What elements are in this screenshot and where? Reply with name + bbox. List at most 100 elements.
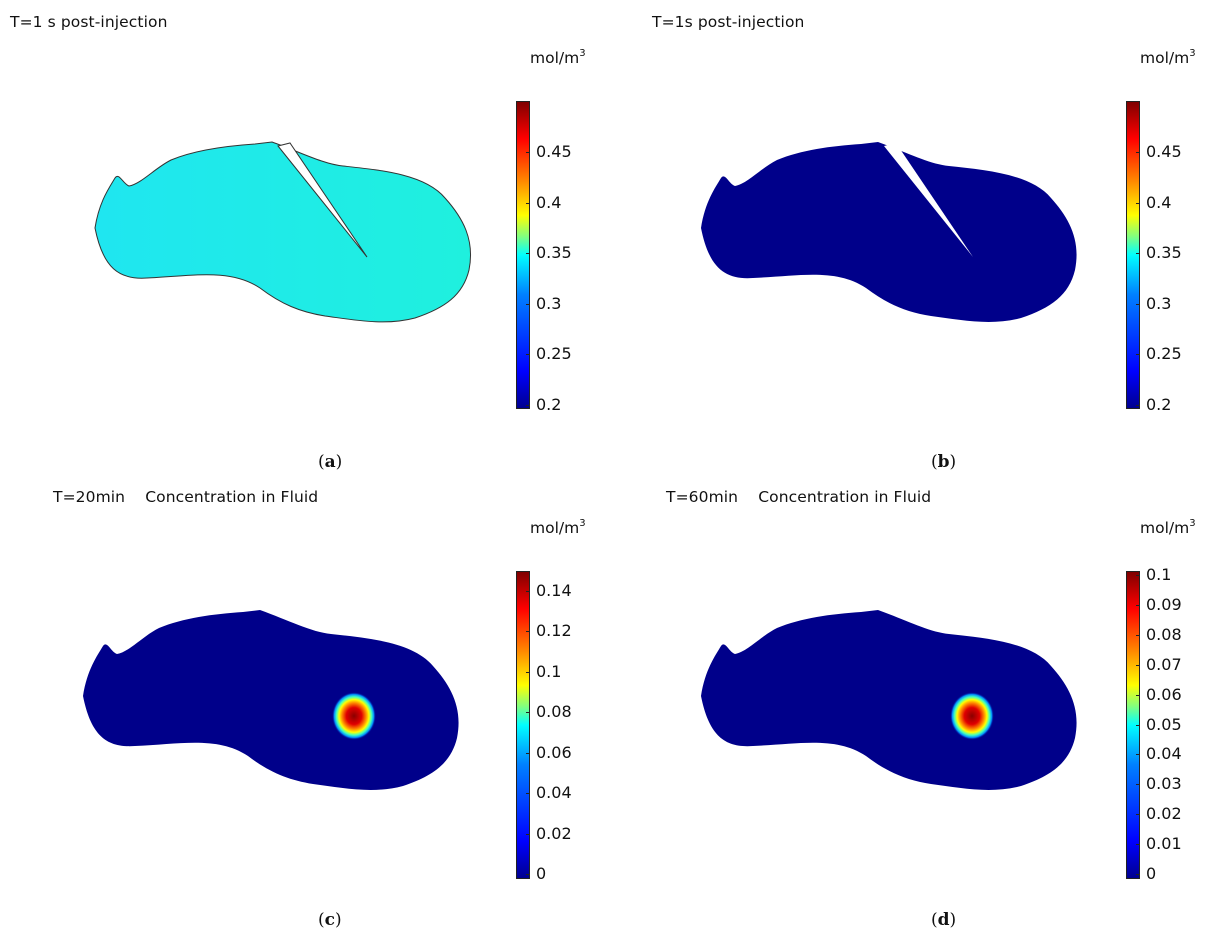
colorbar-tick-label: 0.02 bbox=[536, 824, 572, 843]
caption-paren-close: ) bbox=[949, 910, 957, 930]
colorbar-tick-mark bbox=[1136, 152, 1140, 153]
caption-letter: a bbox=[324, 452, 336, 472]
colorbar bbox=[516, 101, 530, 409]
unit-exponent: 3 bbox=[1189, 48, 1196, 59]
colorbar-tick-label: 0.4 bbox=[1146, 193, 1172, 212]
colorbar-tick-label: 0.07 bbox=[1146, 655, 1182, 674]
colorbar-unit: mol/m3 bbox=[1140, 518, 1196, 537]
concentration-map bbox=[701, 142, 1077, 322]
caption-paren-open: ( bbox=[931, 910, 938, 930]
colorbar-tick-label: 0.1 bbox=[1146, 565, 1172, 584]
colorbar-tick-mark bbox=[1136, 575, 1140, 576]
colorbar-tick-label: 0.2 bbox=[1146, 395, 1172, 414]
unit-exponent: 3 bbox=[1189, 518, 1196, 529]
unit-base: mol/m bbox=[1140, 519, 1190, 537]
colorbar-tick-mark bbox=[1136, 354, 1140, 355]
colorbar-tick-mark bbox=[526, 591, 530, 592]
colorbar-tick-mark bbox=[1136, 304, 1140, 305]
panel-d: T=60min Concentration in Fluid mol/m3 0.1 0… bbox=[606, 466, 1212, 932]
unit-base: mol/m bbox=[1140, 49, 1190, 67]
colorbar-tick-label: 0.45 bbox=[1146, 142, 1182, 161]
caption-paren-open: ( bbox=[318, 910, 325, 930]
unit-exponent: 3 bbox=[579, 48, 586, 59]
caption-paren-open: ( bbox=[931, 452, 938, 472]
injection-needle-track bbox=[884, 143, 973, 257]
colorbar bbox=[516, 571, 530, 879]
colorbar-tick-label: 0.03 bbox=[1146, 774, 1182, 793]
unit-exponent: 3 bbox=[579, 518, 586, 529]
colorbar-tick-mark bbox=[1136, 754, 1140, 755]
colorbar-tick-label: 0.06 bbox=[1146, 685, 1182, 704]
panel-b: T=1s post-injection mol/m3 0.45 0.4 0.35 0.3 0… bbox=[606, 0, 1212, 472]
panel-c: T=20min Concentration in Fluid mol/m3 0.14… bbox=[0, 466, 606, 932]
tumor-domain-shape bbox=[94, 141, 472, 323]
tumor-domain-shape bbox=[83, 610, 459, 790]
colorbar-tick-label: 0.3 bbox=[536, 294, 562, 313]
caption-letter: b bbox=[937, 452, 950, 472]
colorbar-tick-mark bbox=[526, 712, 530, 713]
concentration-map bbox=[83, 610, 459, 790]
colorbar-tick-mark bbox=[526, 874, 530, 875]
panel-title: T=20min Concentration in Fluid bbox=[53, 488, 319, 506]
colorbar-tick-label: 0.25 bbox=[1146, 344, 1182, 363]
colorbar-tick-mark bbox=[526, 631, 530, 632]
colorbar-tick-mark bbox=[1136, 844, 1140, 845]
colorbar-tick-mark bbox=[526, 753, 530, 754]
colorbar-tick-mark bbox=[1136, 635, 1140, 636]
colorbar-tick-label: 0.09 bbox=[1146, 595, 1182, 614]
panel-a: T=1 s post-injection mol/m3 0.45 0.4 0.35 0.3… bbox=[0, 0, 606, 472]
panel-caption: (a) bbox=[318, 452, 342, 472]
colorbar-tick-mark bbox=[1136, 405, 1140, 406]
caption-paren-close: ) bbox=[335, 452, 343, 472]
colorbar-tick-label: 0.35 bbox=[536, 243, 572, 262]
colorbar-tick-mark bbox=[526, 834, 530, 835]
concentration-hotspot bbox=[332, 692, 376, 740]
colorbar-unit: mol/m3 bbox=[530, 48, 586, 67]
colorbar-tick-label: 0.08 bbox=[1146, 625, 1182, 644]
colorbar-tick-mark bbox=[526, 203, 530, 204]
colorbar-tick-label: 0.2 bbox=[536, 395, 562, 414]
caption-paren-close: ) bbox=[949, 452, 957, 472]
colorbar-tick-label: 0.14 bbox=[536, 581, 572, 600]
colorbar-tick-label: 0.04 bbox=[1146, 744, 1182, 763]
colorbar-tick-label: 0.45 bbox=[536, 142, 572, 161]
colorbar-tick-mark bbox=[1136, 784, 1140, 785]
colorbar-tick-label: 0.1 bbox=[536, 662, 562, 681]
colorbar-unit: mol/m3 bbox=[530, 518, 586, 537]
colorbar-tick-label: 0.12 bbox=[536, 621, 572, 640]
colorbar-tick-mark bbox=[526, 304, 530, 305]
colorbar-tick-label: 0.05 bbox=[1146, 715, 1182, 734]
unit-base: mol/m bbox=[530, 519, 580, 537]
caption-letter: d bbox=[937, 910, 950, 930]
caption-letter: c bbox=[324, 910, 335, 930]
colorbar-tick-label: 0.01 bbox=[1146, 834, 1182, 853]
colorbar-tick-mark bbox=[1136, 203, 1140, 204]
colorbar-tick-mark bbox=[1136, 665, 1140, 666]
colorbar-tick-label: 0.06 bbox=[536, 743, 572, 762]
panel-title: T=60min Concentration in Fluid bbox=[666, 488, 932, 506]
colorbar-tick-label: 0 bbox=[1146, 864, 1157, 883]
colorbar-tick-mark bbox=[1136, 253, 1140, 254]
colorbar-tick-mark bbox=[526, 672, 530, 673]
concentration-hotspot bbox=[950, 692, 994, 740]
colorbar-tick-label: 0 bbox=[536, 864, 547, 883]
concentration-map bbox=[94, 141, 472, 323]
colorbar-tick-mark bbox=[526, 354, 530, 355]
colorbar-unit: mol/m3 bbox=[1140, 48, 1196, 67]
caption-paren-close: ) bbox=[335, 910, 342, 930]
colorbar-tick-mark bbox=[526, 152, 530, 153]
colorbar bbox=[1126, 101, 1140, 409]
colorbar-tick-label: 0.3 bbox=[1146, 294, 1172, 313]
colorbar-tick-mark bbox=[526, 405, 530, 406]
panel-caption: (c) bbox=[318, 910, 342, 930]
colorbar-tick-mark bbox=[1136, 725, 1140, 726]
colorbar-tick-mark bbox=[1136, 605, 1140, 606]
caption-paren-open: ( bbox=[318, 452, 325, 472]
panel-caption: (b) bbox=[931, 452, 956, 472]
colorbar-tick-mark bbox=[1136, 814, 1140, 815]
injection-needle-track bbox=[277, 142, 368, 258]
colorbar-tick-mark bbox=[1136, 695, 1140, 696]
tumor-domain-shape bbox=[701, 610, 1077, 790]
colorbar-tick-label: 0.08 bbox=[536, 702, 572, 721]
colorbar-tick-label: 0.25 bbox=[536, 344, 572, 363]
